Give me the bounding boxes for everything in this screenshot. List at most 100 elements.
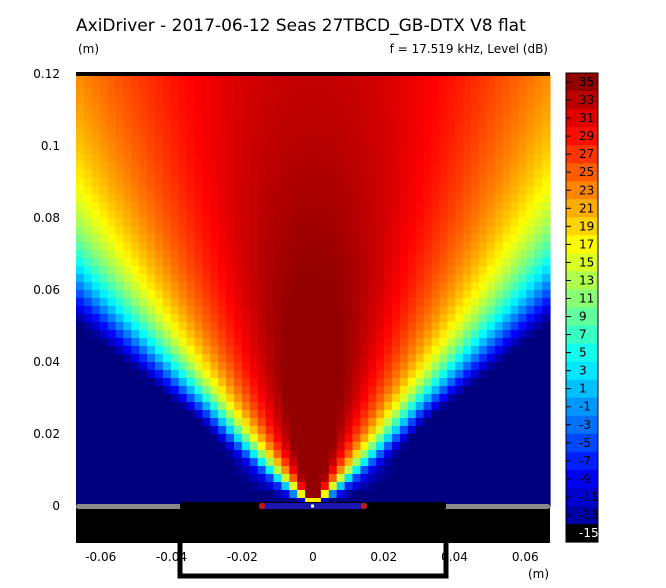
heatmap-cell xyxy=(423,394,433,403)
heatmap-cell xyxy=(123,402,132,411)
heatmap-cell xyxy=(257,82,267,91)
heatmap-cell xyxy=(234,178,243,187)
heatmap-cell xyxy=(336,442,346,451)
heatmap-cell xyxy=(399,242,409,251)
heatmap-cell xyxy=(439,130,448,139)
heatmap-cell xyxy=(384,426,393,435)
heatmap-cell xyxy=(170,274,180,283)
heatmap-cell xyxy=(186,490,196,499)
heatmap-cell xyxy=(368,194,377,203)
heatmap-cell xyxy=(289,458,298,467)
heatmap-cell xyxy=(107,394,117,403)
heatmap-cell xyxy=(115,298,124,307)
heatmap-cell xyxy=(210,210,219,219)
heatmap-cell xyxy=(218,346,227,355)
heatmap-cell xyxy=(478,306,488,315)
heatmap-cell xyxy=(502,298,512,307)
heatmap-cell xyxy=(194,410,203,419)
heatmap-cell xyxy=(249,370,259,379)
heatmap-cell xyxy=(431,82,440,91)
y-tick-label: 0.02 xyxy=(33,427,60,441)
heatmap-cell xyxy=(313,402,322,411)
heatmap-cell xyxy=(439,82,448,91)
heatmap-cell xyxy=(257,442,267,451)
heatmap-cell xyxy=(210,482,219,491)
body-wall-right xyxy=(444,546,448,566)
heatmap-cell xyxy=(234,474,243,483)
heatmap-cell xyxy=(107,250,117,259)
heatmap-cell xyxy=(241,394,251,403)
heatmap-cell xyxy=(336,218,346,227)
heatmap-cell xyxy=(273,418,282,427)
heatmap-cell xyxy=(202,290,211,299)
heatmap-cell xyxy=(202,162,211,171)
heatmap-cell xyxy=(320,210,330,219)
heatmap-cell xyxy=(510,170,519,179)
heatmap-cell xyxy=(399,482,409,491)
heatmap-cell xyxy=(178,378,188,387)
heatmap-cell xyxy=(344,354,354,363)
heatmap-cell xyxy=(241,82,251,91)
heatmap-cell xyxy=(76,322,85,331)
heatmap-cell xyxy=(376,410,385,419)
heatmap-cell xyxy=(471,202,480,211)
heatmap-cell xyxy=(392,98,401,107)
heatmap-cell xyxy=(131,370,140,379)
heatmap-cell xyxy=(170,418,180,427)
heatmap-cell xyxy=(265,410,275,419)
heatmap-cell xyxy=(76,418,85,427)
heatmap-cell xyxy=(210,370,219,379)
heatmap-cell xyxy=(360,378,369,387)
heatmap-cell xyxy=(415,338,425,347)
heatmap-cell xyxy=(407,418,417,427)
heatmap-cell xyxy=(447,370,456,379)
heatmap-cell xyxy=(344,250,354,259)
heatmap-cell xyxy=(447,290,456,299)
heatmap-cell xyxy=(352,298,361,307)
heatmap-cell xyxy=(352,122,361,131)
heatmap-cell xyxy=(305,450,314,459)
heatmap-cell xyxy=(352,258,361,267)
heatmap-cell xyxy=(376,442,385,451)
heatmap-cell xyxy=(289,162,298,171)
heatmap-cell xyxy=(455,154,464,163)
heatmap-cell xyxy=(478,426,488,435)
heatmap-cell xyxy=(226,194,235,203)
heatmap-cell xyxy=(257,346,267,355)
heatmap-cell xyxy=(226,138,235,147)
heatmap-cell xyxy=(344,282,354,291)
heatmap-cell xyxy=(162,130,172,139)
heatmap-cell xyxy=(162,290,172,299)
heatmap-cell xyxy=(273,458,282,467)
y-tick-label: 0.08 xyxy=(33,211,60,225)
heatmap-cell xyxy=(91,482,101,491)
heatmap-cell xyxy=(194,74,203,83)
heatmap-cell xyxy=(399,194,409,203)
heatmap-cell xyxy=(463,354,472,363)
heatmap-cell xyxy=(526,434,535,443)
heatmap-cell xyxy=(115,290,124,299)
heatmap-cell xyxy=(415,450,425,459)
heatmap-cell xyxy=(423,122,433,131)
heatmap-cell xyxy=(447,306,456,315)
heatmap-cell xyxy=(423,370,433,379)
heatmap-cell xyxy=(486,114,496,123)
heatmap-cell xyxy=(407,386,417,395)
heatmap-cell xyxy=(344,242,354,251)
heatmap-cell xyxy=(202,274,211,283)
heatmap-cell xyxy=(313,410,322,419)
heatmap-cell xyxy=(399,266,409,275)
heatmap-cell xyxy=(218,458,227,467)
heatmap-cell xyxy=(162,394,172,403)
heatmap-cell xyxy=(257,178,267,187)
heatmap-cell xyxy=(471,106,480,115)
heatmap-cell xyxy=(289,426,298,435)
heatmap-cell xyxy=(384,170,393,179)
heatmap-cell xyxy=(273,482,282,491)
heatmap-cell xyxy=(226,242,235,251)
heatmap-cell xyxy=(194,242,203,251)
heatmap-cell xyxy=(399,322,409,331)
heatmap-cell xyxy=(471,242,480,251)
heatmap-cell xyxy=(542,98,551,107)
heatmap-cell xyxy=(431,274,440,283)
